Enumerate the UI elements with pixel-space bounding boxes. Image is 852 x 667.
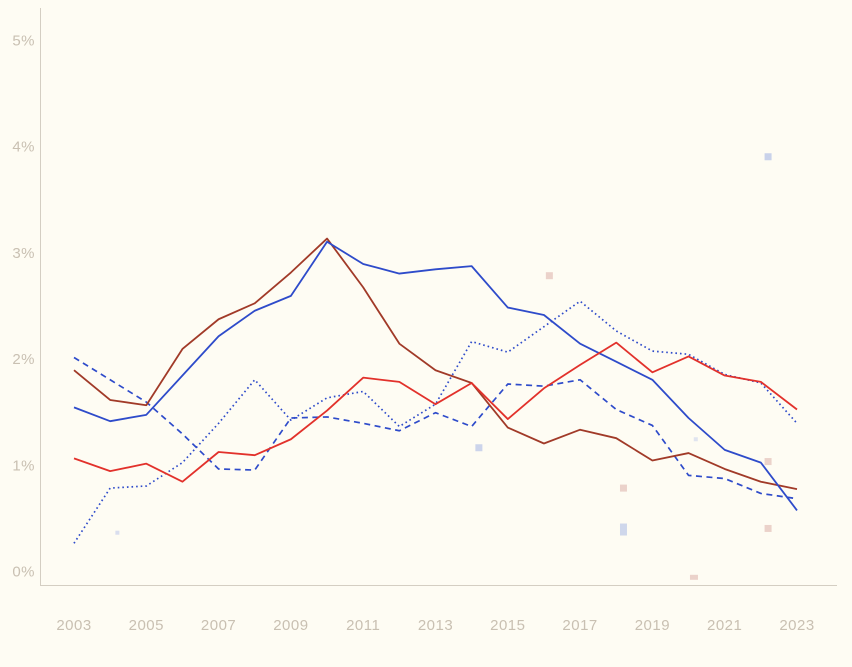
x-tick-label: 2019 bbox=[635, 617, 670, 634]
series-blue-solid bbox=[73, 240, 798, 511]
x-tick-label: 2007 bbox=[201, 617, 236, 634]
series-dark-red-solid bbox=[73, 237, 798, 491]
y-tick-label: 3% bbox=[12, 245, 35, 262]
series-blue-dotted bbox=[73, 300, 798, 544]
x-tick-label: 2021 bbox=[707, 617, 742, 634]
y-tick-label: 2% bbox=[12, 351, 35, 368]
series-red-solid bbox=[73, 341, 798, 483]
scatter-marker bbox=[764, 458, 772, 466]
series-blue-dashed bbox=[73, 356, 798, 500]
y-tick-label: 5% bbox=[12, 33, 35, 50]
scatter-marker bbox=[619, 484, 627, 492]
x-tick-label: 2003 bbox=[56, 617, 91, 634]
scatter-marker bbox=[545, 272, 553, 280]
y-tick-label: 4% bbox=[12, 139, 35, 156]
y-tick-label: 1% bbox=[12, 457, 35, 474]
scatter-marker bbox=[764, 524, 772, 532]
scatter-marker bbox=[689, 574, 698, 580]
scatter-marker bbox=[619, 523, 627, 536]
x-tick-label: 2009 bbox=[273, 617, 308, 634]
scatter-marker bbox=[764, 153, 772, 161]
x-tick-label: 2011 bbox=[346, 617, 380, 634]
x-tick-label: 2017 bbox=[562, 617, 597, 634]
scatter-marker bbox=[693, 437, 698, 442]
x-tick-label: 2005 bbox=[129, 617, 164, 634]
y-tick-label: 0% bbox=[12, 564, 35, 581]
scatter-marker bbox=[115, 530, 120, 535]
x-tick-label: 2013 bbox=[418, 617, 453, 634]
scatter-marker bbox=[475, 444, 483, 452]
x-tick-label: 2023 bbox=[779, 617, 814, 634]
x-tick-label: 2015 bbox=[490, 617, 525, 634]
